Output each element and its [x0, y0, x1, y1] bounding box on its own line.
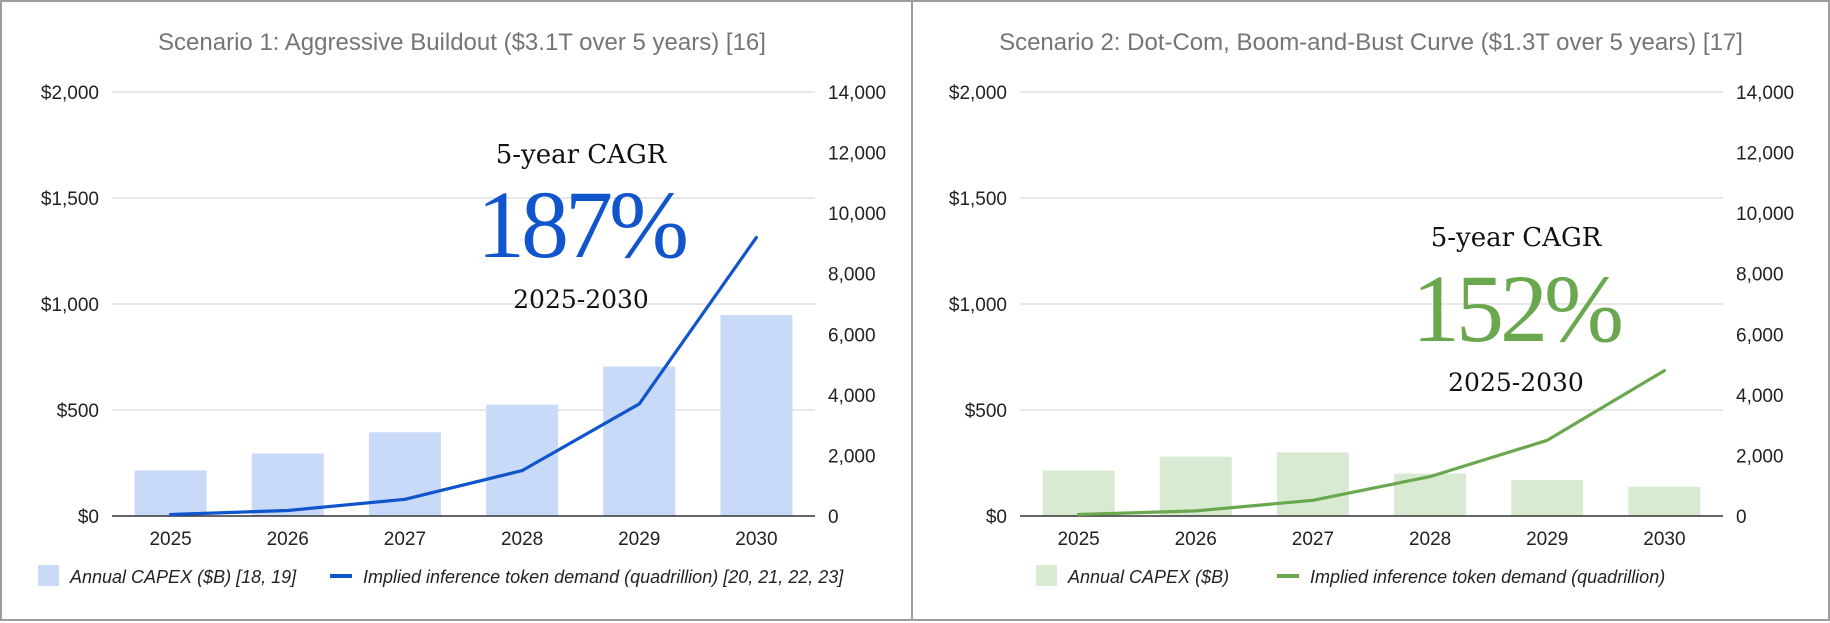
- legend-label-token-demand: Implied inference token demand (quadrill…: [1310, 567, 1665, 587]
- right-axis-tick-label: 8,000: [1736, 265, 1784, 286]
- bar-capex-2030: [1628, 486, 1701, 516]
- bar-capex-2025: [134, 470, 207, 516]
- line-token-demand: [169, 235, 759, 517]
- left-axis-tick-label: $0: [986, 507, 1007, 528]
- left-axis-tick-label: $2,000: [41, 83, 99, 104]
- left-axis-tick-label: $1,000: [41, 295, 99, 316]
- left-axis-tick-label: $500: [965, 401, 1007, 422]
- left-axis-tick-label: $0: [78, 507, 99, 528]
- right-axis-tick-label: 6,000: [1736, 325, 1784, 346]
- bar-capex-2029: [1511, 479, 1584, 516]
- right-axis-tick-label: 14,000: [828, 83, 886, 104]
- right-axis-tick-label: 8,000: [828, 265, 876, 286]
- x-axis-tick-label: 2027: [1292, 529, 1334, 550]
- bar-capex-2028: [1394, 473, 1467, 516]
- x-axis-tick-label: 2025: [1057, 529, 1099, 550]
- right-axis-tick-label: 2,000: [828, 446, 876, 467]
- bar-capex-2027: [1276, 452, 1349, 516]
- bar-capex-2026: [251, 453, 324, 516]
- cagr-label: 5-year CAGR: [1431, 223, 1603, 253]
- x-axis-tick-label: 2026: [267, 529, 309, 550]
- left-axis-tick-label: $500: [57, 401, 99, 422]
- cagr-range: 2025-2030: [513, 285, 649, 314]
- x-axis-tick-label: 2025: [149, 529, 191, 550]
- scenario-1-chart: Scenario 1: Aggressive Buildout ($3.1T o…: [38, 29, 886, 587]
- right-axis-tick-label: 14,000: [1736, 83, 1794, 104]
- scenario-1-panel: Scenario 1: Aggressive Buildout ($3.1T o…: [0, 0, 913, 621]
- x-axis-tick-label: 2027: [384, 529, 426, 550]
- right-axis-tick-label: 4,000: [1736, 386, 1784, 407]
- scenario-2-panel: Scenario 2: Dot-Com, Boom-and-Bust Curve…: [913, 0, 1830, 621]
- cagr-value: 152%: [1412, 255, 1621, 362]
- bar-capex-2030: [720, 315, 793, 516]
- x-axis-tick-label: 2029: [618, 529, 660, 550]
- x-axis-tick-label: 2028: [501, 529, 543, 550]
- legend-label-token-demand: Implied inference token demand (quadrill…: [363, 567, 844, 587]
- line-token-demand: [1077, 369, 1667, 517]
- bar-capex-2025: [1042, 470, 1115, 516]
- x-axis-tick-label: 2030: [735, 529, 777, 550]
- left-axis-tick-label: $1,000: [949, 295, 1007, 316]
- legend-swatch-capex: [1036, 565, 1057, 586]
- chart-title: Scenario 1: Aggressive Buildout ($3.1T o…: [158, 29, 766, 56]
- left-axis-tick-label: $1,500: [949, 189, 1007, 210]
- right-axis-tick-label: 12,000: [828, 144, 886, 165]
- cagr-label: 5-year CAGR: [496, 140, 668, 170]
- bar-capex-2029: [603, 366, 676, 516]
- left-axis-tick-label: $1,500: [41, 189, 99, 210]
- legend-label-capex: Annual CAPEX ($B): [1067, 567, 1229, 587]
- cagr-range: 2025-2030: [1448, 368, 1584, 397]
- x-axis-tick-label: 2026: [1175, 529, 1217, 550]
- right-axis-tick-label: 6,000: [828, 325, 876, 346]
- cagr-value: 187%: [477, 171, 686, 278]
- x-axis-tick-label: 2030: [1643, 529, 1685, 550]
- right-axis-tick-label: 4,000: [828, 386, 876, 407]
- legend-label-capex: Annual CAPEX ($B) [18, 19]: [69, 567, 297, 587]
- legend-swatch-capex: [38, 565, 59, 586]
- x-axis-tick-label: 2028: [1409, 529, 1451, 550]
- right-axis-tick-label: 0: [828, 507, 839, 528]
- right-axis-tick-label: 10,000: [828, 204, 886, 225]
- bar-capex-2028: [486, 404, 559, 516]
- x-axis-tick-label: 2029: [1526, 529, 1568, 550]
- chart-title: Scenario 2: Dot-Com, Boom-and-Bust Curve…: [999, 29, 1743, 56]
- left-axis-tick-label: $2,000: [949, 83, 1007, 104]
- scenario-2-chart: Scenario 2: Dot-Com, Boom-and-Bust Curve…: [949, 29, 1794, 587]
- right-axis-tick-label: 2,000: [1736, 446, 1784, 467]
- right-axis-tick-label: 10,000: [1736, 204, 1794, 225]
- bar-capex-2027: [368, 432, 441, 516]
- right-axis-tick-label: 0: [1736, 507, 1747, 528]
- bar-capex-2026: [1159, 456, 1232, 516]
- right-axis-tick-label: 12,000: [1736, 144, 1794, 165]
